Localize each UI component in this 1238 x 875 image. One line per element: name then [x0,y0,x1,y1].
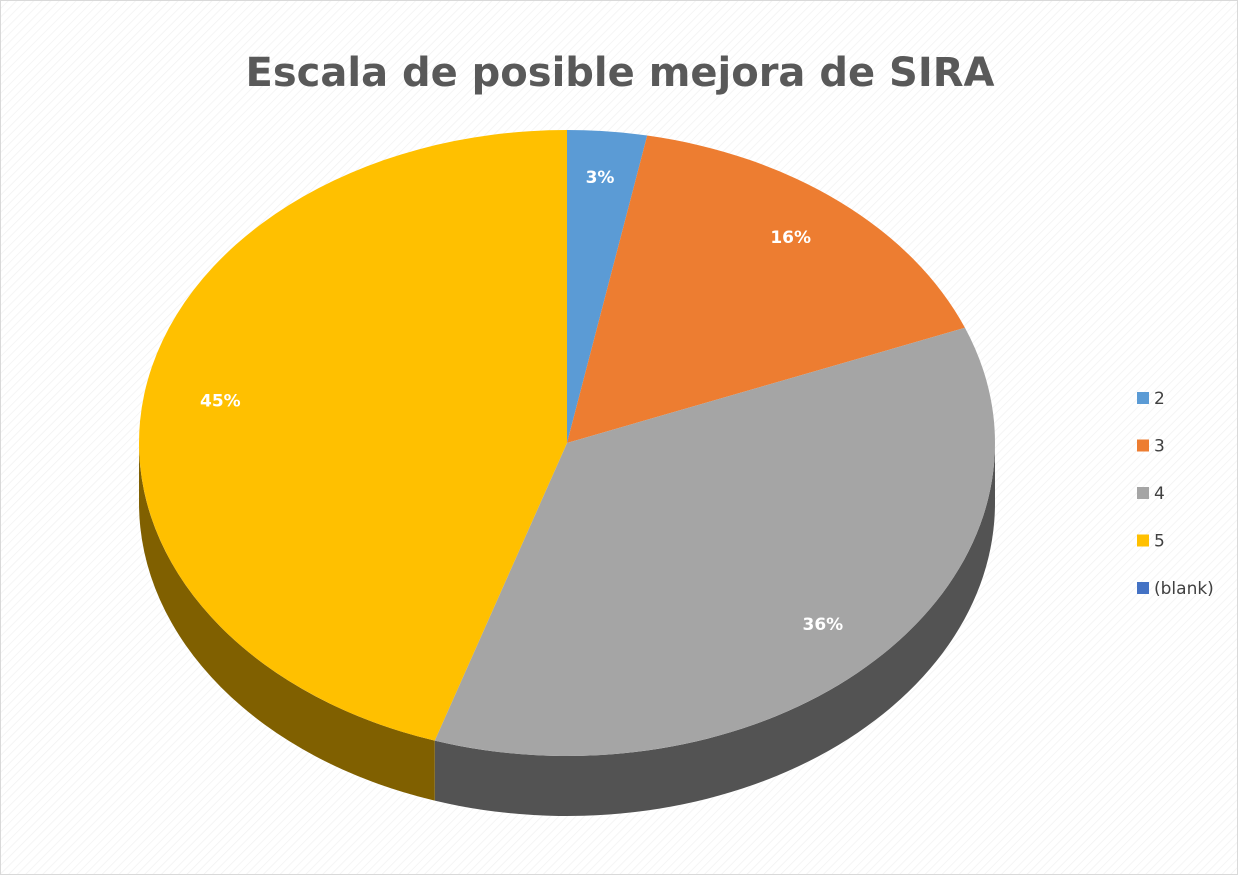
legend-label: (blank) [1154,579,1214,599]
data-label: 3% [586,168,615,188]
pie: 3% 16% 36% 45% [139,130,995,816]
legend: 2 3 4 5 (blank) [1137,389,1214,599]
legend-label: 5 [1154,532,1165,552]
data-label: 45% [200,391,241,411]
legend-swatch [1137,582,1149,594]
legend-label: 4 [1154,484,1165,504]
legend-swatch [1137,534,1149,547]
data-label: 16% [770,228,811,248]
slice [139,130,568,741]
chart-title: Escala de posible mejora de SIRA [246,50,995,96]
slice [567,135,965,443]
legend-label: 3 [1154,437,1165,457]
slice [567,130,648,443]
slice [434,327,995,756]
legend-swatch [1137,392,1149,404]
slice-side [139,443,435,801]
slice-side [434,443,995,816]
legend-swatch [1137,487,1149,499]
legend-label: 2 [1154,389,1165,409]
legend-swatch [1137,439,1149,452]
data-label: 36% [802,615,843,635]
